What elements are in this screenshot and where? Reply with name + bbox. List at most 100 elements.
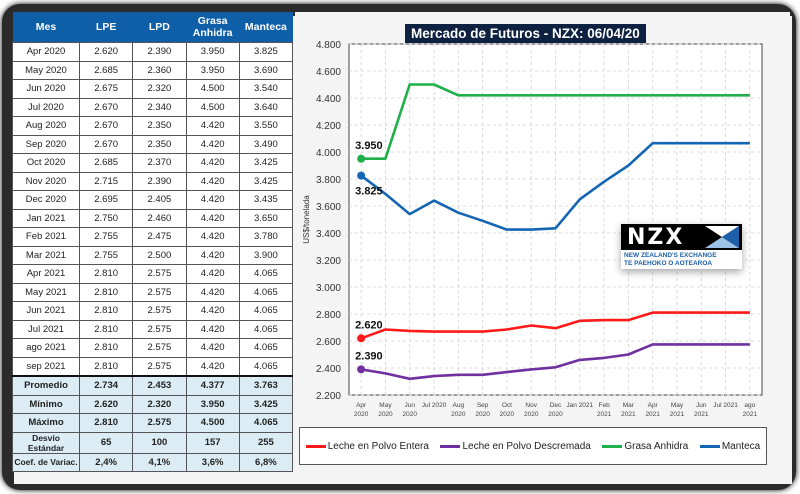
series-start-marker [357,334,366,343]
y-tick-label: 4.600 [316,67,341,78]
price-cell: 2.350 [132,134,187,154]
price-cell: 4.420 [185,208,240,228]
legend-item: Grasa Anhidra [602,441,688,452]
price-cell: 3.640 [238,97,294,117]
price-cell: 3.950 [185,42,240,62]
column-header: Mes [12,12,80,43]
price-cell: 3.690 [238,60,294,80]
price-cell: 2.575 [132,301,187,321]
stat-value-cell: 255 [238,431,294,454]
price-cell: 4.065 [238,282,294,302]
series-line-2 [361,83,750,160]
price-cell: 2.500 [132,245,187,265]
x-tick-label: Feb [598,402,610,409]
price-cell: 3.425 [238,171,294,191]
table-row: Sep 2020 2.670 2.350 4.420 3.490 [12,134,294,154]
price-cell: 4.065 [238,264,294,284]
series-start-marker [357,154,366,163]
table-row: Jan 2021 2.750 2.460 4.420 3.650 [12,208,294,228]
legend-label: Manteca [721,440,761,452]
legend-swatch-icon [602,444,623,448]
stats-row: Desvío Estándar 65 100 157 255 [12,431,294,454]
table-row: Nov 2020 2.715 2.390 4.420 3.425 [12,171,294,191]
price-cell: 3.825 [238,42,294,62]
price-cell: 2.575 [132,338,187,358]
x-tick-label: Sep [477,402,489,409]
stat-value-cell: 3.950 [185,394,240,414]
x-tick-label: Apr [356,402,367,409]
y-tick-label: 2.400 [316,364,341,375]
y-tick-label: 3.600 [316,202,341,213]
stat-value-cell: 2.453 [132,375,187,396]
x-tick-label: Jun [696,402,707,409]
column-header: Manteca [239,12,293,43]
stat-value-cell: 3.425 [238,394,294,414]
table-row: Apr 2020 2.620 2.390 3.950 3.825 [12,42,294,62]
stat-value-cell: 4.065 [238,413,294,433]
table-row: ago 2021 2.810 2.575 4.420 4.065 [12,338,294,358]
month-cell: Apr 2021 [12,264,80,284]
month-cell: Dec 2020 [12,190,80,210]
series-start-label: 2.620 [355,319,383,331]
stats-row: Coef. de Variac. 2,4% 4,1% 3,6% 6,8% [12,452,294,472]
month-cell: Jun 2020 [12,79,80,99]
stat-label-cell: Desvío Estándar [12,431,80,454]
price-cell: 4.420 [185,319,240,339]
series-start-label: 2.390 [355,350,383,362]
price-cell: 2.575 [132,356,187,377]
price-cell: 4.065 [238,319,294,339]
stats-row: Promedio 2.734 2.453 4.377 3.763 [12,375,294,396]
price-cell: 4.420 [185,282,240,302]
month-cell: Jul 2020 [12,97,80,117]
price-cell: 3.435 [238,190,294,210]
stats-row: Mínimo 2.620 2.320 3.950 3.425 [12,394,294,414]
price-cell: 4.420 [185,264,240,284]
x-tick-label: Apr [648,402,659,409]
stat-label-cell: Coef. de Variac. [12,452,80,472]
legend-label: Leche en Polvo Descremada [462,440,591,452]
table-header-row: Mes LPE LPD Grasa Anhidra Manteca [12,12,293,43]
price-cell: 4.500 [185,79,240,99]
stat-value-cell: 3.763 [238,375,294,396]
x-tick-label-year: 2021 [694,411,709,418]
table-row: Jul 2020 2.670 2.340 4.500 3.640 [12,97,294,117]
price-cell: 2.750 [78,208,134,228]
price-cell: 2.405 [132,190,187,210]
price-cell: 3.540 [238,79,294,99]
table-row: Jun 2021 2.810 2.575 4.420 4.065 [12,301,294,321]
series-start-marker [357,171,366,180]
price-cell: 4.420 [185,301,240,321]
month-cell: Apr 2020 [12,42,80,62]
series-start-label: 3.825 [355,186,383,198]
price-cell: 4.420 [185,245,240,265]
x-tick-label-year: 2020 [354,411,369,418]
month-cell: May 2021 [12,282,80,302]
month-cell: ago 2021 [12,338,80,358]
price-cell: 2.670 [78,97,134,117]
x-tick-label: Jun [404,402,415,409]
price-cell: 2.350 [132,116,187,136]
month-cell: Sep 2020 [12,134,80,154]
price-cell: 2.475 [132,227,187,247]
stat-value-cell: 2.320 [132,394,187,414]
x-tick-label-year: 2020 [451,411,466,418]
y-tick-label: 4.000 [316,148,341,159]
price-cell: 2.695 [78,190,134,210]
x-tick-label: Oct [502,402,512,409]
price-cell: 2.320 [132,79,187,99]
price-cell: 4.065 [238,301,294,321]
stat-value-cell: 6,8% [238,452,294,472]
x-tick-label-year: 2020 [500,411,515,418]
stat-value-cell: 2.575 [132,413,187,433]
y-tick-label: 2.800 [316,310,341,321]
x-tick-label-year: 2020 [378,411,393,418]
series-line-0 [360,311,750,340]
x-tick-label: May [671,402,684,409]
price-cell: 2.810 [78,264,134,284]
x-tick-label-year: 2021 [645,411,660,418]
price-cell: 2.675 [78,79,134,99]
month-cell: Oct 2020 [12,153,80,173]
y-tick-label: 4.200 [316,121,341,132]
table-row: Jul 2021 2.810 2.575 4.420 4.065 [12,319,294,339]
month-cell: Nov 2020 [12,171,80,191]
